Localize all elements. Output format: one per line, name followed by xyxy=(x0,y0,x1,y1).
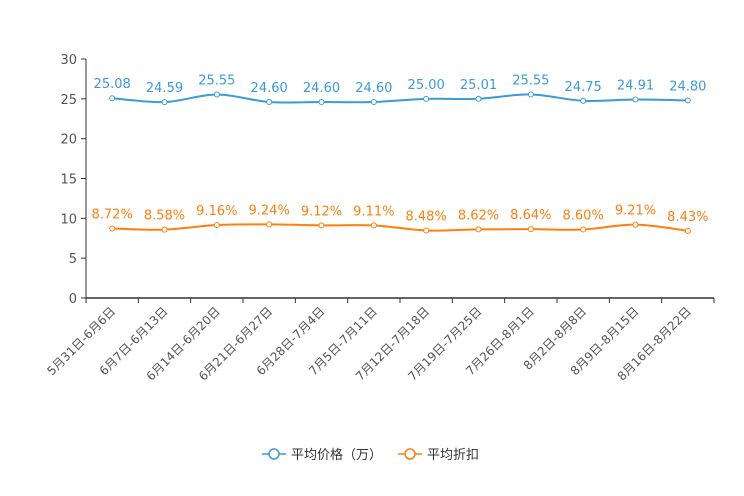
data-label: 25.00 xyxy=(408,78,445,93)
data-label: 8.58% xyxy=(144,209,185,224)
data-point xyxy=(684,97,691,104)
y-tick-label: 30 xyxy=(60,53,77,68)
data-label: 25.08 xyxy=(94,77,131,92)
data-point xyxy=(632,96,639,103)
data-point xyxy=(370,99,377,106)
data-label: 24.59 xyxy=(146,81,183,96)
data-label: 24.75 xyxy=(565,80,602,95)
data-label: 8.62% xyxy=(458,208,499,223)
data-label: 8.60% xyxy=(563,208,604,223)
data-label: 9.21% xyxy=(615,204,656,219)
data-point xyxy=(580,226,587,233)
data-label: 24.60 xyxy=(251,81,288,96)
data-point xyxy=(475,95,482,102)
data-point xyxy=(266,99,273,106)
data-point xyxy=(527,226,534,233)
data-label: 24.60 xyxy=(303,81,340,96)
data-label: 9.11% xyxy=(353,204,394,219)
y-tick-label: 25 xyxy=(60,93,77,108)
data-label: 8.64% xyxy=(510,208,551,223)
data-point xyxy=(213,91,220,98)
data-point xyxy=(318,222,325,229)
data-point xyxy=(318,99,325,106)
data-label: 24.91 xyxy=(617,79,654,94)
series-line-1 xyxy=(112,223,688,232)
data-label: 8.72% xyxy=(92,208,133,223)
data-point xyxy=(632,221,639,228)
data-point xyxy=(527,91,534,98)
y-tick-label: 5 xyxy=(69,252,77,267)
y-tick-label: 20 xyxy=(60,133,77,148)
data-point xyxy=(161,226,168,233)
data-point xyxy=(684,227,691,234)
data-label: 25.55 xyxy=(198,73,235,88)
legend-label: 平均折扣 xyxy=(427,448,479,463)
data-point xyxy=(423,227,430,234)
data-label: 9.24% xyxy=(249,203,290,218)
legend-marker-icon xyxy=(268,448,280,460)
data-label: 24.80 xyxy=(669,79,706,94)
data-label: 8.43% xyxy=(667,210,708,225)
data-label: 25.55 xyxy=(512,73,549,88)
data-point xyxy=(370,222,377,229)
y-tick-label: 10 xyxy=(60,212,77,227)
data-label: 24.60 xyxy=(355,81,392,96)
data-point xyxy=(580,97,587,104)
legend-marker-icon xyxy=(404,448,416,460)
data-point xyxy=(475,226,482,233)
y-tick-label: 0 xyxy=(69,292,77,307)
data-point xyxy=(161,99,168,106)
y-tick-label: 15 xyxy=(60,173,77,188)
data-label: 9.12% xyxy=(301,204,342,219)
data-label: 8.48% xyxy=(406,209,447,224)
data-label: 25.01 xyxy=(460,78,497,93)
series-line-0 xyxy=(112,93,688,104)
data-point xyxy=(109,95,116,102)
data-point xyxy=(266,221,273,228)
legend-label: 平均价格（万） xyxy=(291,447,382,463)
data-point xyxy=(109,225,116,232)
data-point xyxy=(213,222,220,229)
data-label: 9.16% xyxy=(196,204,237,219)
data-point xyxy=(423,95,430,102)
